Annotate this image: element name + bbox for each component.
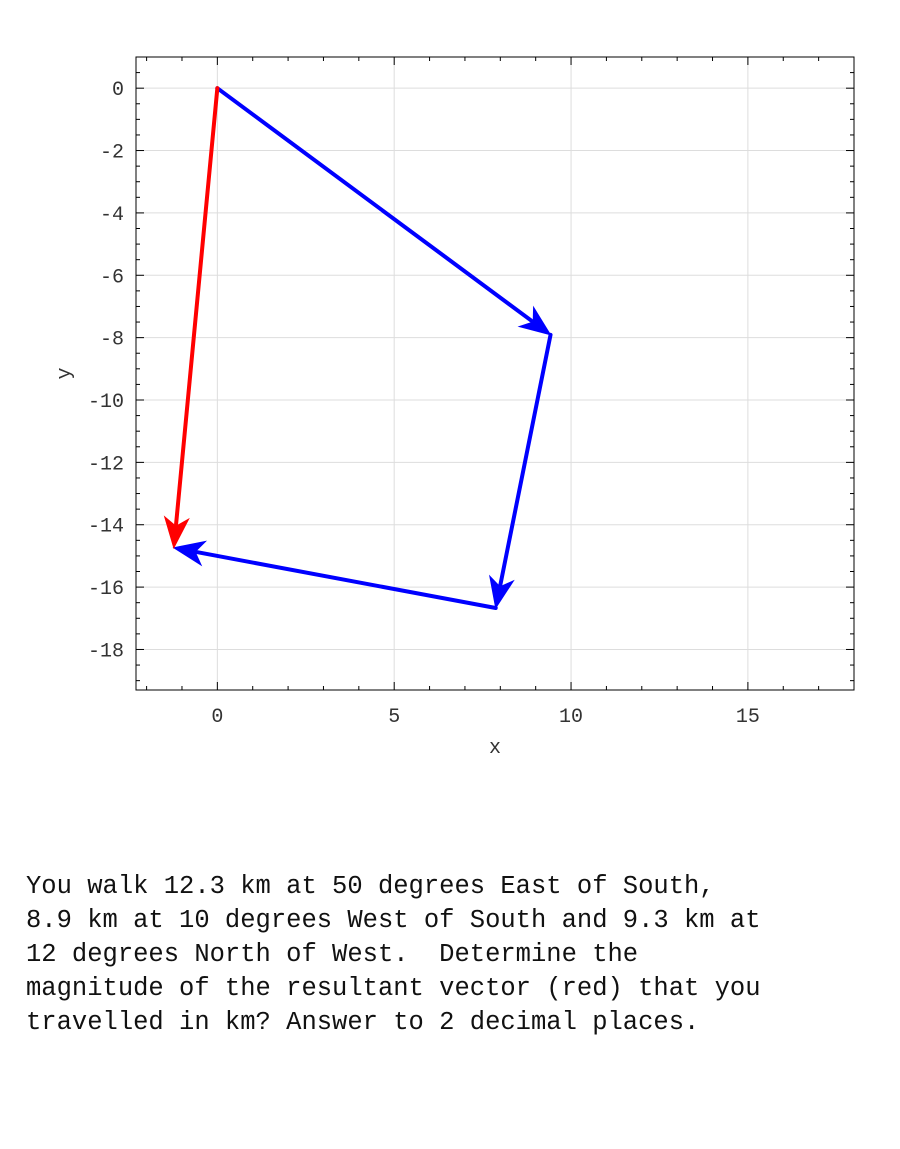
x-tick-label: 0 (211, 706, 223, 729)
y-axis-ticks: 0 -2 -4 -6 -8 -10 -12 -14 -16 -18 (88, 79, 124, 663)
question-line: 8.9 km at 10 degrees West of South and 9… (26, 906, 761, 935)
y-tick-label: -6 (100, 266, 124, 289)
question-line: magnitude of the resultant vector (red) … (26, 974, 761, 1003)
y-tick-label: -10 (88, 391, 124, 414)
vector-2-arrowhead (489, 574, 515, 610)
y-axis-label: y (54, 367, 77, 379)
x-tick-label: 10 (559, 706, 583, 729)
x-tick-label: 15 (736, 706, 760, 729)
vector-3-arrowhead (172, 540, 208, 567)
y-tick-label: 0 (112, 79, 124, 102)
vector-2-shaft (498, 332, 553, 587)
y-tick-label: -12 (88, 453, 124, 476)
y-tick-label: -18 (88, 640, 124, 663)
question-line: You walk 12.3 km at 50 degrees East of S… (26, 872, 715, 901)
x-axis-ticks: 0 5 10 15 (211, 706, 760, 729)
y-tick-label: -2 (100, 142, 124, 165)
vector-1-arrowhead (517, 305, 552, 336)
x-tick-label: 5 (388, 706, 400, 729)
x-axis-label: x (489, 737, 501, 760)
y-tick-label: -14 (88, 516, 124, 539)
vector-1-shaft (215, 86, 534, 323)
y-tick-label: -16 (88, 578, 124, 601)
plot-frame (135, 56, 855, 691)
resultant-vector-arrowhead (163, 515, 190, 550)
question-line: 12 degrees North of West. Determine the (26, 940, 639, 969)
resultant-vector-shaft (174, 86, 220, 526)
vectors (163, 86, 553, 610)
question-line: travelled in km? Answer to 2 decimal pla… (26, 1008, 700, 1037)
question-text: You walk 12.3 km at 50 degrees East of S… (26, 870, 886, 1040)
vector-chart: 0 5 10 15 0 -2 -4 -6 -8 -10 -12 -14 -16 -18 x y (54, 56, 855, 760)
y-tick-label: -4 (100, 204, 124, 227)
y-tick-label: -8 (100, 329, 124, 352)
vector-3-shaft (195, 550, 498, 610)
